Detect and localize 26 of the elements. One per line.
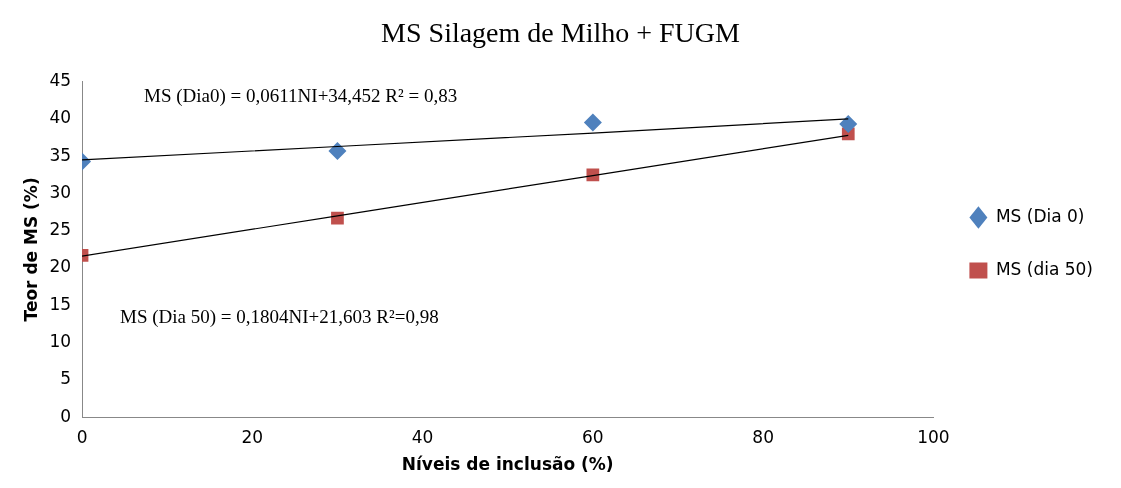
y-tick-label: 15	[49, 293, 72, 314]
x-tick-label: 20	[241, 426, 264, 447]
y-tick-label: 0	[60, 405, 72, 426]
y-tick-label: 5	[60, 368, 72, 389]
y-tick-label: 30	[49, 181, 72, 202]
y-tick-label: 35	[49, 144, 72, 165]
x-tick-label: 60	[582, 426, 604, 447]
x-tick-label: 100	[917, 426, 950, 447]
point	[328, 141, 347, 160]
point	[839, 115, 858, 134]
y-tick-label: 40	[49, 107, 72, 128]
x-tick-label: 40	[411, 426, 434, 447]
x-tick-label: 0	[76, 426, 88, 447]
annotation: MS (Dia 50) = 0,1804NI+21,603 R²=0,98	[120, 305, 439, 328]
legend-label: MS (Dia 0)	[995, 205, 1085, 226]
y-tick-label: 20	[49, 256, 72, 277]
y-tick-label: 25	[49, 219, 72, 240]
y-tick-label: 10	[49, 331, 72, 352]
y-tick-label: 45	[49, 70, 72, 91]
chart-title: MS Silagem de Milho + FUGM	[381, 17, 741, 49]
legend-label: MS (dia 50)	[995, 258, 1094, 279]
x-tick-label: 80	[752, 426, 774, 447]
point	[583, 113, 602, 132]
x-axis-title: Níveis de inclusão (%)	[401, 454, 614, 475]
y-axis-title: Teor de MS (%)	[20, 177, 41, 322]
annotation: MS (Dia0) = 0,0611NI+34,452 R² = 0,83	[144, 84, 458, 107]
